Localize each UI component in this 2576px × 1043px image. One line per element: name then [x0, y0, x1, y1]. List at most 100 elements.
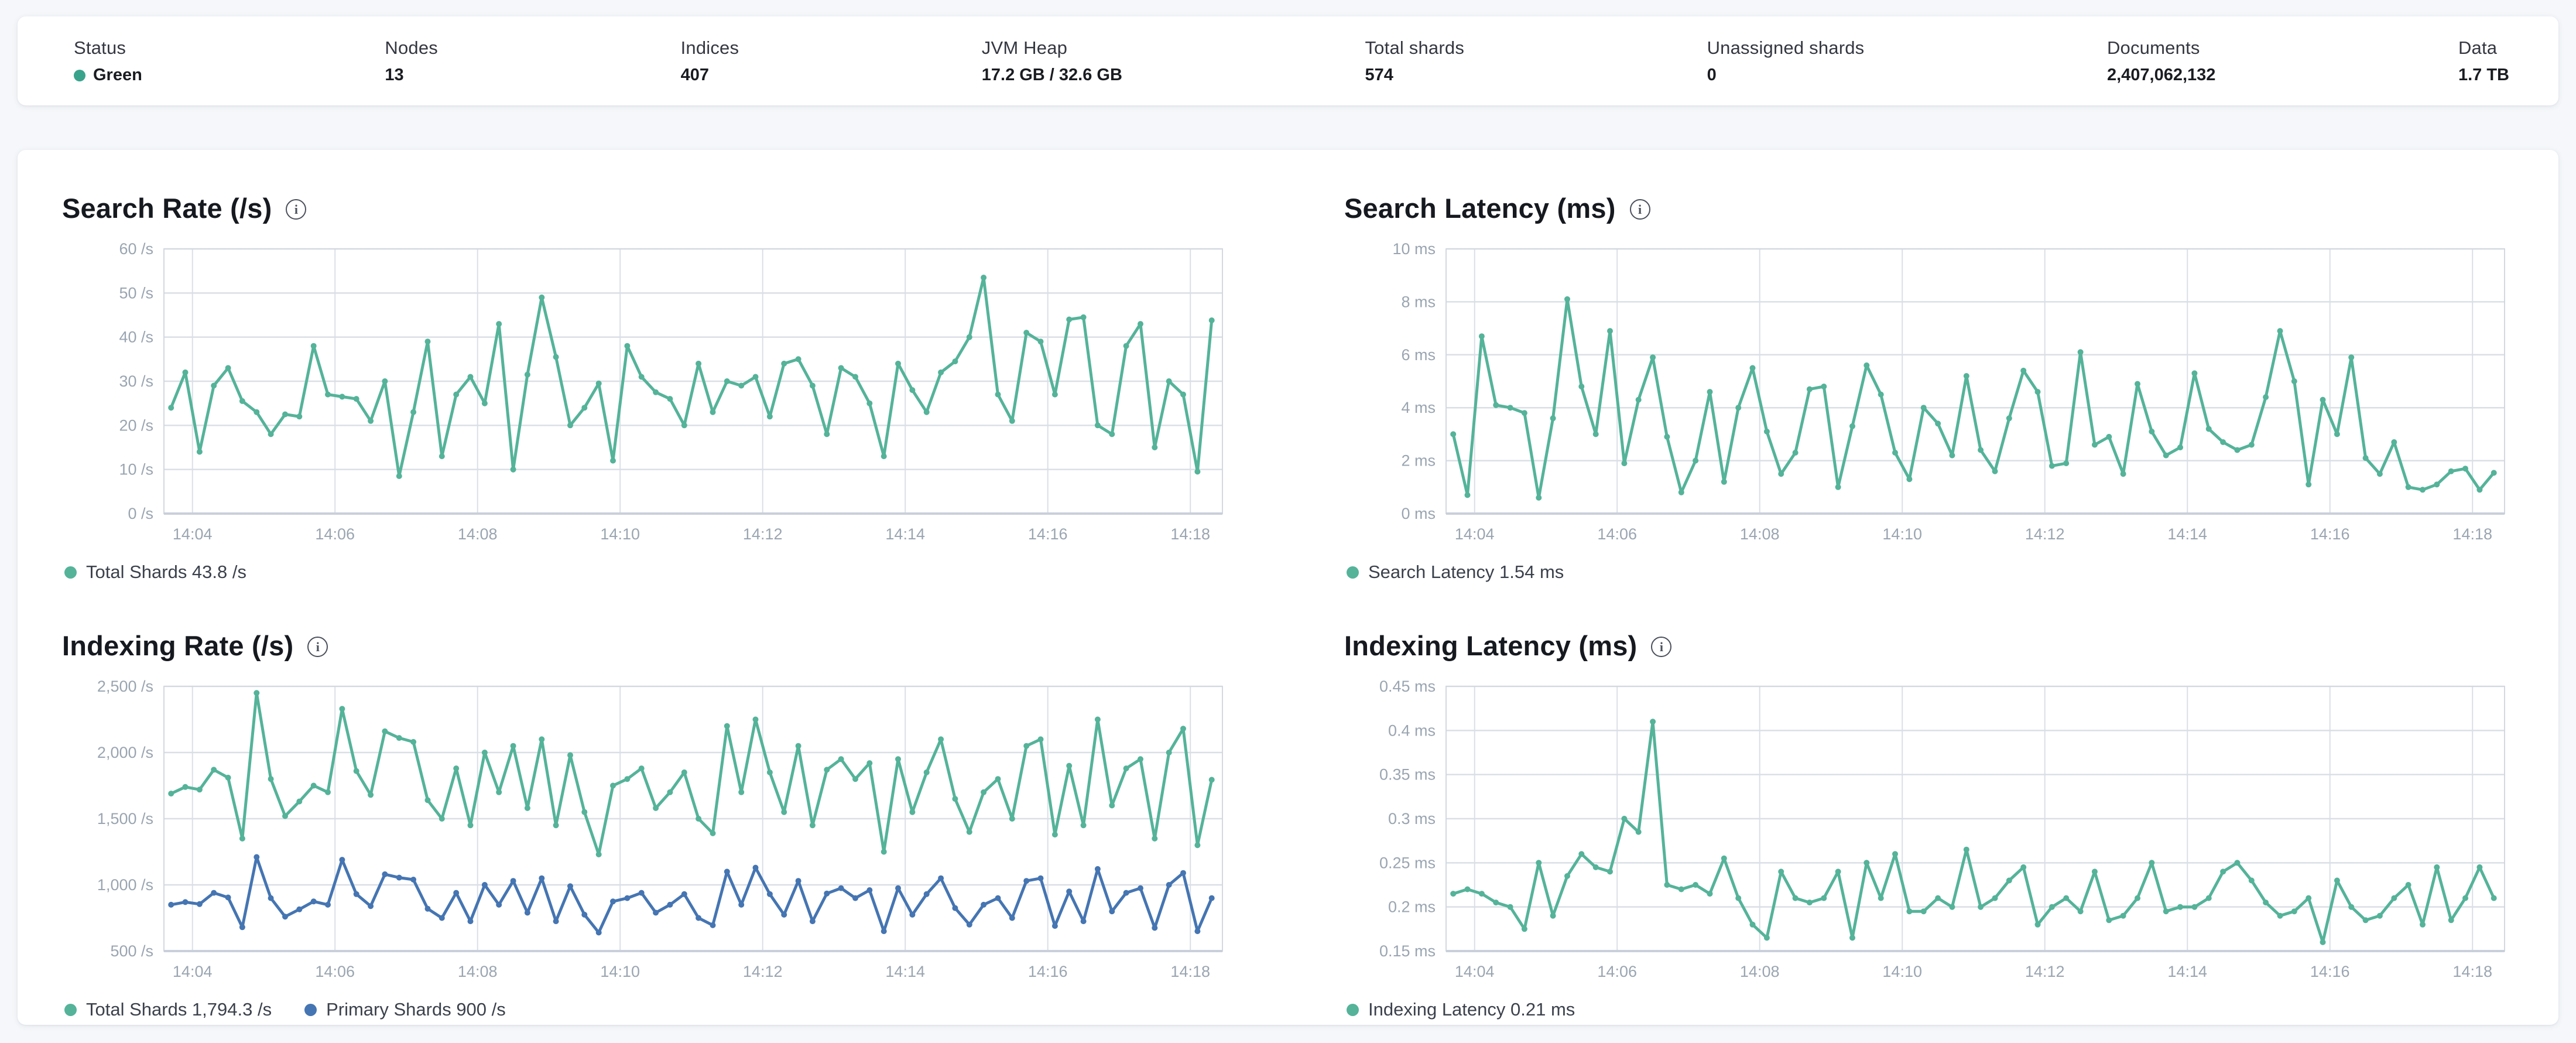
y-tick-label: 4 ms: [1401, 399, 1436, 416]
legend-label: Total Shards 43.8 /s: [86, 562, 246, 582]
info-icon[interactable]: i: [307, 637, 328, 657]
legend-dot: [1347, 566, 1359, 579]
legend-dot: [1347, 1003, 1359, 1016]
x-tick-label: 14:08: [458, 963, 498, 980]
x-tick-label: 14:16: [1028, 525, 1068, 543]
series-line-total-shards: [169, 691, 1214, 856]
x-tick-label: 14:10: [600, 525, 640, 543]
series-line-primary-shards: [169, 856, 1214, 934]
chart-indexing-rate: Indexing Rate (/s) i 500 /s 1,000 /s 1,500…: [59, 630, 1235, 1020]
y-tick-label: 6 ms: [1401, 346, 1436, 364]
stat-label: Unassigned shards: [1707, 37, 1865, 58]
stat-value: 1.7 TB: [2458, 66, 2509, 84]
health-status-dot: [74, 69, 85, 81]
chart-indexing-latency: Indexing Latency (ms) i 0.15 ms 0.2 ms 0.2…: [1341, 630, 2517, 1020]
stat-label: Total shards: [1365, 37, 1465, 58]
chart-search-latency: Search Latency (ms) i 0 ms 2 ms 4 ms 6 ms 8 …: [1341, 192, 2517, 583]
legend-dot: [304, 1003, 317, 1016]
x-tick-label: 14:18: [1170, 963, 1210, 980]
y-tick-label: 0.15 ms: [1379, 942, 1436, 960]
y-tick-label: 0.35 ms: [1379, 766, 1436, 784]
stat-label: Status: [74, 37, 126, 58]
x-tick-label: 14:14: [2167, 963, 2207, 980]
series-line-search-latency: [1451, 297, 2496, 500]
chart-title: Search Latency (ms): [1344, 193, 1616, 224]
series-line-total-shards: [169, 276, 1214, 478]
chart-title: Indexing Rate (/s): [62, 630, 294, 661]
chart-title-row: Indexing Latency (ms) i: [1341, 630, 2517, 662]
y-tick-label: 1,000 /s: [97, 876, 153, 894]
info-icon[interactable]: i: [1651, 637, 1672, 657]
chart-legend: Total Shards 1,794.3 /s Primary Shards 90…: [59, 999, 1235, 1020]
chart-search-rate: Search Rate (/s) i 0 /s 10 /s 20 /s 30 /s 40…: [59, 192, 1235, 583]
y-tick-label: 2 ms: [1401, 452, 1436, 470]
x-tick-label: 14:18: [1170, 525, 1210, 543]
y-tick-label: 10 /s: [119, 461, 153, 478]
x-tick-label: 14:16: [1028, 963, 1068, 980]
y-tick-label: 0.3 ms: [1388, 810, 1436, 827]
x-tick-label: 14:04: [173, 525, 213, 543]
y-tick-label: 0.4 ms: [1388, 721, 1436, 739]
cluster-stats-row: Status Green Nodes 13 Indices 407 JVM Heap 17.2…: [74, 37, 2509, 85]
legend-item-primary-shards[interactable]: Primary Shards 900 /s: [304, 999, 506, 1020]
stat-value: 574: [1365, 66, 1393, 84]
stat-unassigned-shards: Unassigned shards 0: [1707, 37, 1865, 85]
legend-dot: [64, 566, 77, 579]
y-tick-label: 500 /s: [110, 942, 153, 960]
x-tick-label: 14:06: [315, 525, 355, 543]
y-tick-label: 50 /s: [119, 284, 153, 302]
chart-title-row: Search Latency (ms) i: [1341, 192, 2517, 224]
chart-title: Search Rate (/s): [62, 193, 272, 224]
x-tick-label: 14:08: [1740, 525, 1780, 543]
stat-value: 13: [385, 66, 404, 84]
stat-label: Documents: [2106, 37, 2200, 58]
charts-grid: Search Rate (/s) i 0 /s 10 /s 20 /s 30 /s 40…: [59, 192, 2517, 1020]
y-tick-label: 2,000 /s: [97, 744, 153, 761]
x-tick-label: 14:12: [743, 525, 783, 543]
x-tick-label: 14:12: [2025, 525, 2065, 543]
x-tick-label: 14:10: [1882, 525, 1922, 543]
stat-total-shards: Total shards 574: [1365, 37, 1464, 85]
x-tick-label: 14:14: [885, 963, 925, 980]
x-tick-label: 14:10: [600, 963, 640, 980]
y-tick-label: 2,500 /s: [97, 678, 153, 695]
x-tick-label: 14:12: [2025, 963, 2065, 980]
x-tick-label: 14:14: [2167, 525, 2207, 543]
stat-value: 17.2 GB / 32.6 GB: [981, 66, 1122, 84]
stat-value: 407: [680, 66, 709, 84]
legend-item-total-shards[interactable]: Total Shards 43.8 /s: [64, 562, 246, 583]
stat-label: Data: [2458, 37, 2498, 58]
y-tick-label: 10 ms: [1392, 240, 1436, 258]
x-tick-label: 14:10: [1882, 963, 1922, 980]
legend-dot: [64, 1003, 77, 1016]
legend-item-total-shards[interactable]: Total Shards 1,794.3 /s: [64, 999, 272, 1020]
stat-label: Nodes: [385, 37, 438, 58]
info-icon[interactable]: i: [286, 199, 307, 220]
legend-item-search-latency[interactable]: Search Latency 1.54 ms: [1347, 562, 1564, 583]
y-tick-label: 1,500 /s: [97, 810, 153, 827]
chart-legend: Indexing Latency 0.21 ms: [1341, 999, 2517, 1020]
stat-data: Data 1.7 TB: [2458, 37, 2509, 85]
info-icon[interactable]: i: [1629, 199, 1650, 220]
stat-indices: Indices 407: [681, 37, 739, 85]
x-tick-label: 14:16: [2310, 525, 2350, 543]
x-tick-label: 14:08: [458, 525, 498, 543]
stat-value: Green: [74, 66, 142, 85]
x-tick-label: 14:08: [1740, 963, 1780, 980]
legend-label: Search Latency 1.54 ms: [1368, 562, 1564, 582]
x-tick-label: 14:06: [1597, 963, 1637, 980]
metrics-panel: Search Rate (/s) i 0 /s 10 /s 20 /s 30 /s 40…: [18, 150, 2558, 1025]
y-tick-label: 8 ms: [1401, 293, 1436, 310]
legend-label: Total Shards 1,794.3 /s: [86, 999, 272, 1020]
indexing-latency-chart-canvas: 0.15 ms 0.2 ms 0.25 ms 0.3 ms 0.35 ms 0.4 ms 0…: [1379, 678, 2505, 980]
stat-value: 0: [1707, 66, 1717, 84]
x-tick-label: 14:16: [2310, 963, 2350, 980]
legend-item-indexing-latency[interactable]: Indexing Latency 0.21 ms: [1347, 999, 1575, 1020]
y-tick-label: 0.25 ms: [1379, 854, 1436, 871]
chart-legend: Search Latency 1.54 ms: [1341, 562, 2517, 583]
y-tick-label: 30 /s: [119, 372, 153, 390]
stat-label: Indices: [680, 37, 739, 58]
y-tick-label: 40 /s: [119, 329, 153, 346]
stat-jvm-heap: JVM Heap 17.2 GB / 32.6 GB: [982, 37, 1122, 85]
x-tick-label: 14:04: [173, 963, 213, 980]
